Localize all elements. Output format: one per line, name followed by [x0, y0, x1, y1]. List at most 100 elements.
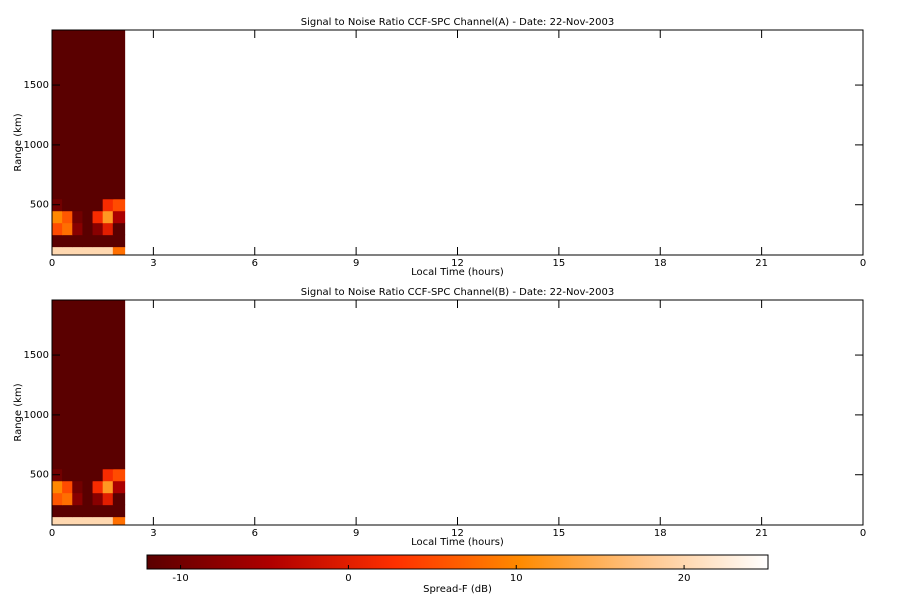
- heatmap-cell: [112, 234, 126, 248]
- heatmap-cell: [82, 30, 94, 200]
- heatmap-cell: [72, 492, 83, 506]
- x-tick-label: 9: [353, 528, 359, 539]
- heatmap-cell: [82, 492, 94, 506]
- heatmap-cell: [102, 210, 114, 224]
- heatmap-cell: [72, 516, 83, 526]
- heatmap-cell: [112, 210, 126, 224]
- x-tick-label: 3: [150, 528, 156, 539]
- heatmap-cell: [92, 300, 104, 470]
- heatmap-cell: [102, 222, 114, 236]
- heatmap-cell: [72, 234, 83, 248]
- y-axis-label: Range (km): [13, 383, 24, 441]
- heatmap-cell: [92, 234, 104, 248]
- heatmap-cell: [92, 504, 104, 518]
- colorbar-tick-label: 10: [510, 573, 523, 584]
- heatmap-cell: [62, 516, 73, 526]
- heatmap-cell: [92, 30, 104, 200]
- y-tick-label: 1500: [24, 80, 49, 91]
- x-tick-label: 15: [553, 258, 566, 269]
- x-tick-label: 0: [860, 258, 866, 269]
- heatmap-cell: [82, 198, 94, 212]
- heatmap-cell: [62, 234, 73, 248]
- y-axis-label: Range (km): [13, 113, 24, 171]
- heatmap-cell: [72, 222, 83, 236]
- heatmap-cell: [62, 468, 73, 482]
- heatmap-cell: [112, 516, 126, 526]
- heatmap-cell: [102, 246, 114, 256]
- heatmap-cell: [112, 468, 126, 482]
- chart-title: Signal to Noise Ratio CCF-SPC Channel(A)…: [301, 17, 615, 28]
- heatmap-cell: [82, 516, 94, 526]
- heatmap-cell: [52, 210, 63, 224]
- heatmap-cell: [92, 222, 104, 236]
- heatmap-cell: [112, 300, 126, 470]
- heatmap-cell: [72, 504, 83, 518]
- x-tick-label: 21: [755, 528, 768, 539]
- heatmap-cell: [52, 492, 63, 506]
- heatmap-cell: [52, 516, 63, 526]
- x-tick-label: 6: [252, 528, 258, 539]
- heatmap-cell: [112, 480, 126, 494]
- heatmap-cell: [102, 30, 114, 200]
- heatmap-cell: [52, 246, 63, 256]
- colorbar-tick-label: 20: [678, 573, 691, 584]
- heatmap-cell: [82, 222, 94, 236]
- heatmap-cell: [52, 222, 63, 236]
- x-tick-label: 12: [451, 528, 464, 539]
- colorbar-tick-label: -10: [172, 573, 188, 584]
- heatmap-cell: [72, 210, 83, 224]
- heatmap-cell: [52, 504, 63, 518]
- heatmap-cell: [112, 30, 126, 200]
- x-tick-label: 18: [654, 258, 667, 269]
- x-tick-label: 12: [451, 258, 464, 269]
- heatmap-cell: [102, 516, 114, 526]
- heatmap-cell: [102, 492, 114, 506]
- heatmap-cell: [82, 504, 94, 518]
- x-tick-label: 0: [49, 528, 55, 539]
- heatmap-cell: [62, 222, 73, 236]
- heatmap-cell: [62, 504, 73, 518]
- x-axis-label: Local Time (hours): [411, 537, 504, 548]
- colorbar-tick-label: 0: [345, 573, 351, 584]
- x-axis-label: Local Time (hours): [411, 267, 504, 278]
- heatmap-cell: [92, 468, 104, 482]
- heatmap-cell: [102, 300, 114, 470]
- heatmap-cell: [92, 492, 104, 506]
- heatmap-cell: [82, 210, 94, 224]
- heatmap-cell: [72, 480, 83, 494]
- heatmap-cell: [102, 234, 114, 248]
- heatmap-cell: [102, 468, 114, 482]
- plot-frame: [51, 29, 864, 256]
- heatmap-cell: [72, 246, 83, 256]
- heatmap-cell: [82, 300, 94, 470]
- heatmap-cell: [62, 492, 73, 506]
- heatmap-cell: [112, 246, 126, 256]
- heatmap-cell: [82, 480, 94, 494]
- colorbar: [146, 554, 769, 570]
- heatmap-cell: [52, 234, 63, 248]
- heatmap-cell: [102, 198, 114, 212]
- y-tick-label: 500: [30, 470, 49, 481]
- heatmap-cell: [52, 30, 63, 200]
- heatmap-cell: [62, 300, 73, 470]
- heatmap-cell: [92, 480, 104, 494]
- x-tick-label: 0: [49, 258, 55, 269]
- y-tick-label: 1000: [24, 140, 49, 151]
- heatmap-cell: [62, 246, 73, 256]
- heatmap-cell: [72, 300, 83, 470]
- heatmap-cell: [112, 222, 126, 236]
- heatmap-cell: [92, 210, 104, 224]
- x-tick-label: 3: [150, 258, 156, 269]
- heatmap-cell: [52, 300, 63, 470]
- x-tick-label: 9: [353, 258, 359, 269]
- chart-title: Signal to Noise Ratio CCF-SPC Channel(B)…: [301, 287, 615, 298]
- y-tick-label: 500: [30, 200, 49, 211]
- heatmap-cell: [102, 504, 114, 518]
- heatmap-cell: [52, 480, 63, 494]
- heatmap-cell: [82, 234, 94, 248]
- heatmap-cell: [112, 492, 126, 506]
- heatmap-cell: [112, 504, 126, 518]
- heatmap-cell: [72, 30, 83, 200]
- heatmap-cell: [62, 210, 73, 224]
